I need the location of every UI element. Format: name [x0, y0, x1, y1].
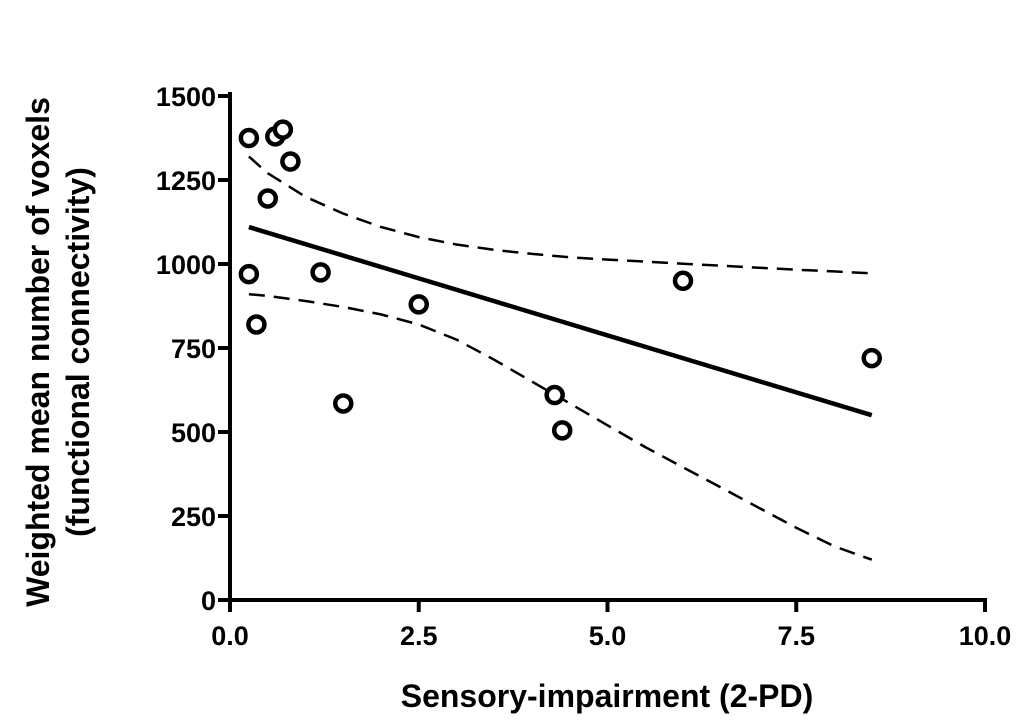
data-points — [238, 119, 882, 441]
regression-line — [248, 224, 873, 418]
data-point — [861, 347, 882, 369]
lower-confidence-band — [248, 292, 873, 561]
y-tick-label: 750 — [171, 334, 216, 364]
x-tick-label: 0.0 — [211, 621, 249, 651]
data-point — [238, 127, 260, 149]
data-point — [544, 384, 565, 406]
x-tick-label: 10.0 — [959, 621, 1012, 651]
y-tick-label: 1250 — [156, 166, 216, 196]
data-point — [238, 263, 260, 285]
data-point — [408, 294, 429, 315]
upper-confidence-band — [248, 155, 872, 275]
y-tick-label: 500 — [171, 418, 216, 448]
y-axis-title-line-1: Weighted mean number of voxels — [20, 97, 56, 607]
fit-curves — [248, 155, 873, 561]
ticks: 0 250 500 750 1000 1250 1500 0.0 2.5 5.0 7.5 10.0 — [156, 82, 1011, 651]
y-axis-title-line-2: (functional connectivity) — [60, 167, 96, 537]
x-tick-label: 7.5 — [777, 621, 815, 651]
x-tick-label: 5.0 — [589, 621, 627, 651]
axes — [228, 92, 987, 602]
data-point — [257, 188, 278, 209]
y-tick-label: 1500 — [156, 82, 216, 112]
x-axis-title: Sensory-impairment (2-PD) — [401, 678, 814, 714]
data-point — [333, 393, 354, 414]
y-axis-title: Weighted mean number of voxels (function… — [20, 97, 96, 607]
data-point — [551, 420, 573, 441]
y-tick-label: 1000 — [156, 250, 216, 280]
data-point — [280, 151, 301, 172]
data-point — [246, 314, 267, 335]
y-tick-label: 0 — [201, 586, 216, 616]
x-tick-label: 2.5 — [400, 621, 438, 651]
y-tick-label: 250 — [171, 502, 216, 532]
data-point — [272, 119, 294, 140]
data-point — [310, 262, 331, 283]
data-point — [672, 270, 694, 292]
